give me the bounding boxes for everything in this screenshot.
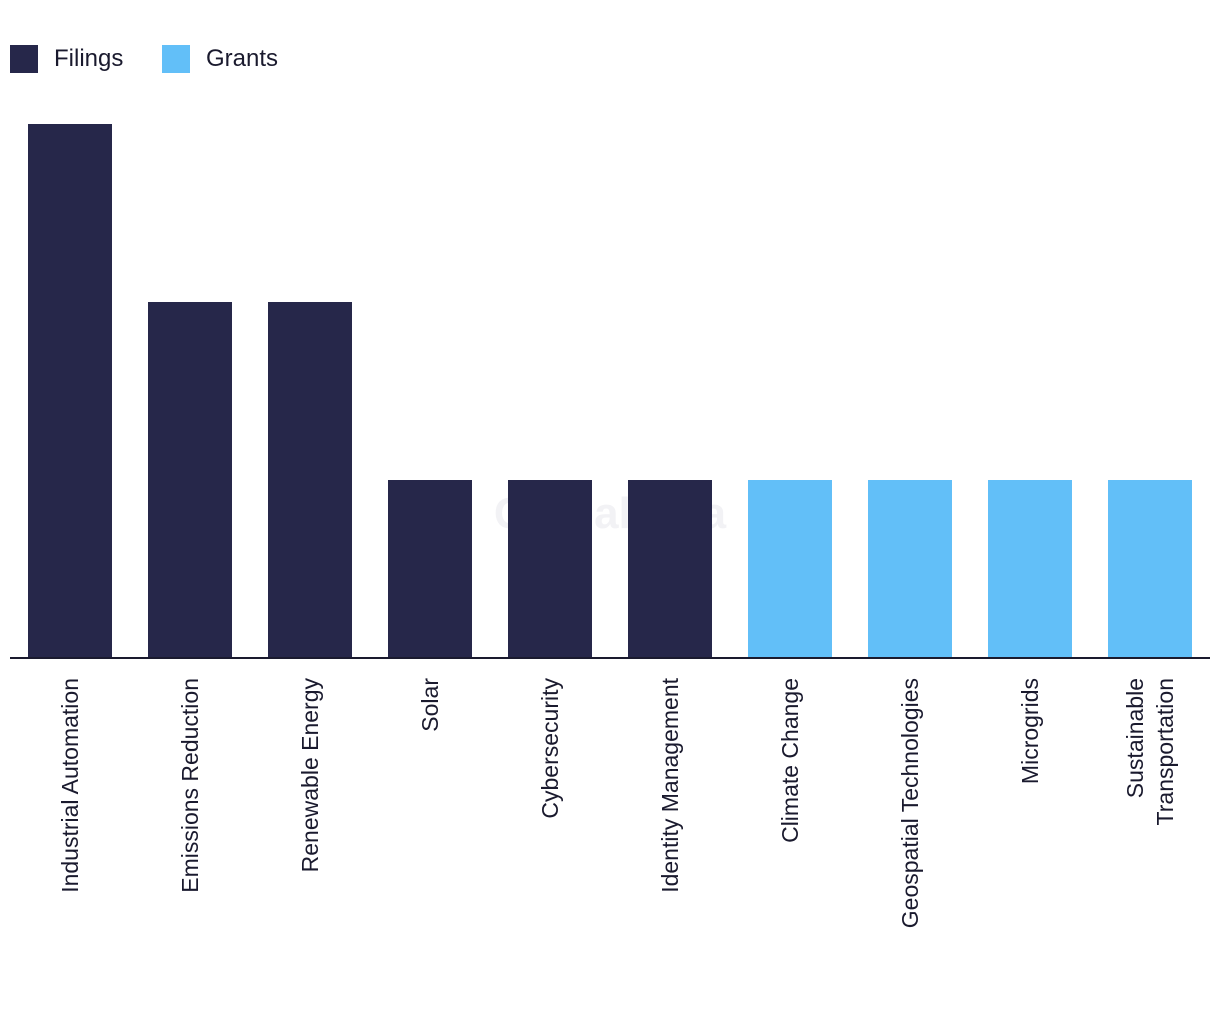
legend: Filings Grants [10,45,278,73]
x-tick-label-microgrids: Microgrids [1017,678,1043,784]
legend-label-grants: Grants [206,45,278,72]
legend-swatch-grants [162,45,190,73]
bar-industrial-automation [28,124,112,658]
x-axis-labels: Industrial Automation Emissions Reduction… [57,677,1178,928]
bars [28,124,1192,658]
x-tick-label-climate-change: Climate Change [777,678,803,843]
bar-identity-management [628,480,712,658]
x-tick-label-renewable-energy: Renewable Energy [297,678,323,873]
bar-geospatial-technologies [868,480,952,658]
legend-swatch-filings [10,45,38,73]
bar-cybersecurity [508,480,592,658]
x-tick-label-identity-management: Identity Management [657,677,683,892]
legend-label-filings: Filings [54,45,123,72]
bar-climate-change [748,480,832,658]
bar-renewable-energy [268,302,352,658]
bar-microgrids [988,480,1072,658]
bar-solar [388,480,472,658]
x-tick-label-sustainable-transportation: Sustainable Transportation [1122,678,1178,825]
bar-emissions-reduction [148,302,232,658]
bar-sustainable-transportation [1108,480,1192,658]
x-tick-label-cybersecurity: Cybersecurity [537,678,563,819]
x-tick-label-solar: Solar [417,678,443,732]
x-tick-label-emissions-reduction: Emissions Reduction [177,678,203,893]
x-tick-label-geospatial-technologies: Geospatial Technologies [897,678,923,928]
x-tick-label-industrial-automation: Industrial Automation [57,678,83,893]
